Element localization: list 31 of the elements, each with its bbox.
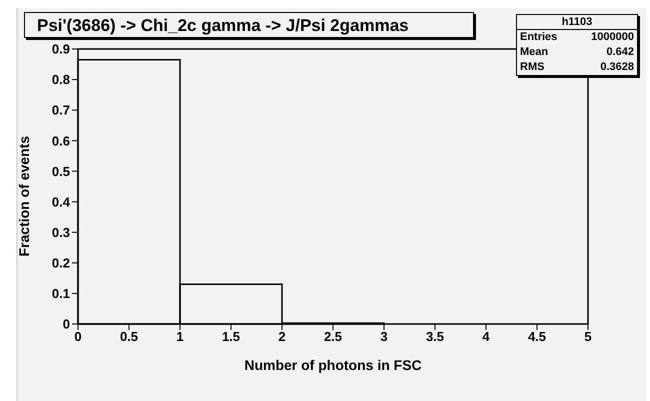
y-tick-label: 0.6	[52, 133, 70, 148]
x-tick-label: 2	[278, 329, 286, 344]
x-tick-label: 4	[482, 329, 490, 344]
x-tick-label: 1.5	[222, 329, 240, 344]
text: Entries	[520, 30, 558, 45]
x-tick-label: 3.5	[426, 329, 444, 344]
y-tick-label: 0.2	[52, 256, 70, 271]
x-tick-label: 4.5	[528, 329, 546, 344]
x-tick-label: 0.5	[120, 329, 138, 344]
y-tick-label: 0.5	[52, 164, 70, 179]
x-tick-label: 2.5	[324, 329, 342, 344]
x-tick-label: 5	[584, 329, 592, 344]
text: 0.3628	[600, 60, 634, 75]
x-axis-title: Number of photons in FSC	[244, 357, 422, 373]
text: 0.642	[606, 45, 634, 60]
y-tick-label: 0.7	[52, 102, 70, 118]
y-tick-label: 0.4	[52, 194, 71, 210]
y-tick-label: 0.3	[52, 224, 70, 240]
y-tick-label: 0.1	[52, 286, 70, 302]
chart-title: Psi'(3686) -> Chi_2c gamma -> J/Psi 2gammas	[24, 12, 474, 38]
text: h1103	[517, 15, 637, 30]
y-tick-label: 0.8	[52, 72, 70, 88]
y-tick-label: 0	[62, 316, 70, 332]
y-tick-label: 0.9	[52, 42, 70, 57]
y-axis-title: Fraction of events	[16, 136, 32, 256]
annotation: Mean	[520, 45, 548, 60]
x-tick-label: 3	[380, 329, 388, 344]
x-tick-label: 1	[176, 329, 184, 344]
text: 1000000	[591, 30, 634, 45]
x-tick-label: 0	[74, 329, 82, 344]
annotation: RMS	[520, 60, 544, 75]
